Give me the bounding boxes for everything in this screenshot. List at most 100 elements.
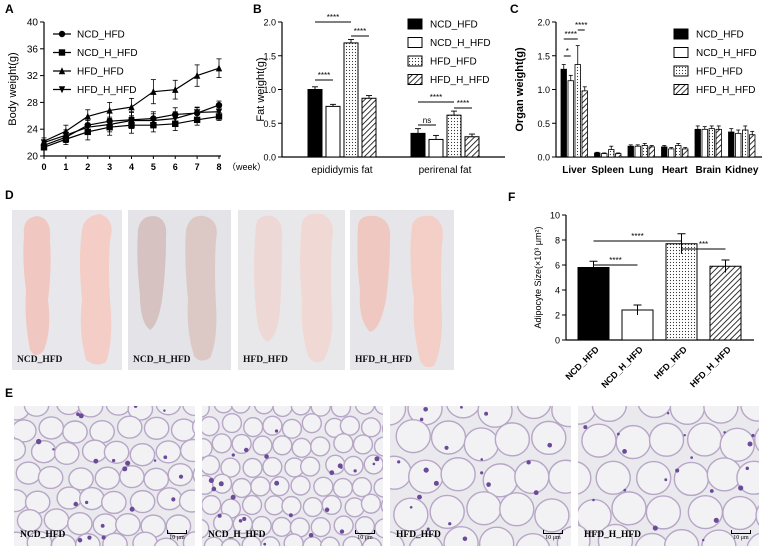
legend-marker xyxy=(58,86,66,94)
nucleus-dot xyxy=(85,500,89,505)
x-tick-label: Liver xyxy=(562,165,586,176)
y-axis-label: Adipocyte Size(×10³ μm²) xyxy=(533,227,543,329)
adipocyte-cell xyxy=(269,476,290,497)
fat-tissue-image xyxy=(12,210,122,370)
nucleus-dot xyxy=(339,529,345,534)
x-tick-label: HFD_HFD xyxy=(652,344,689,381)
y-tick-label: 24 xyxy=(27,125,39,136)
nucleus-dot xyxy=(460,406,463,409)
scale-bar-label: 10 μm xyxy=(545,535,561,541)
adipocyte-cell xyxy=(477,406,513,428)
adipocyte-cell xyxy=(360,417,382,438)
fat-tissue-image xyxy=(238,210,345,370)
adipocyte-cell xyxy=(179,438,195,463)
nucleus-dot xyxy=(93,458,99,464)
adipocyte-cell xyxy=(408,533,444,546)
adipocyte-cell xyxy=(578,461,592,495)
y-tick-label: 1.5 xyxy=(537,51,550,61)
nucleus-dot xyxy=(444,445,449,450)
x-tick-label: Spleen xyxy=(591,165,624,176)
nucleus-dot xyxy=(324,507,330,513)
nucleus-dot xyxy=(423,406,428,412)
data-point xyxy=(106,121,113,129)
adipocyte-cell xyxy=(242,457,263,479)
adipocyte-cell xyxy=(16,509,43,533)
x-tick-label: HFD_H_HFD xyxy=(688,344,733,389)
photo-hfd-hfd: HFD_HFD xyxy=(238,210,345,370)
bar xyxy=(634,145,641,158)
panel-letter-d: D xyxy=(5,188,14,202)
nucleus-dot xyxy=(745,466,749,471)
bar xyxy=(446,114,462,158)
data-point xyxy=(128,117,135,125)
adipocyte-cell xyxy=(290,406,311,416)
bar xyxy=(694,128,701,158)
x-tick-label: 0 xyxy=(41,162,46,172)
adipocyte-cell xyxy=(595,460,631,495)
adipocyte-cell xyxy=(663,528,700,546)
adipocyte-cell xyxy=(319,536,341,546)
x-tick-label: perirenal fat xyxy=(419,165,472,176)
adipocyte-cell xyxy=(155,440,182,464)
adipocyte-cell xyxy=(719,427,755,462)
nucleus-dot xyxy=(533,490,539,496)
adipocyte-cell xyxy=(440,457,476,492)
nucleus-dot xyxy=(288,513,293,518)
fat-tissue-image xyxy=(128,210,231,370)
nucleus-dot xyxy=(480,471,484,475)
legend-label: HFD_H_HFD xyxy=(430,75,489,86)
bar xyxy=(709,265,742,341)
adipocyte-cell xyxy=(597,523,634,546)
adipocyte-cell xyxy=(165,514,192,538)
x-tick-label: 5 xyxy=(151,162,156,172)
significance-label: ns xyxy=(423,116,431,125)
x-tick-label: NCD_HFD xyxy=(563,344,601,382)
scale-bar-label: 10 μm xyxy=(169,535,185,541)
adipocyte-cell xyxy=(170,418,195,442)
y-axis-label: Body weight(g) xyxy=(7,52,19,125)
adipocyte-cell xyxy=(686,422,723,457)
nucleus-dot xyxy=(73,501,79,507)
adipocyte-cell xyxy=(578,524,591,546)
histo-ncd-h-hfd: NCD_H_HFD 10 μm xyxy=(202,406,383,546)
adipocyte-cell xyxy=(153,537,179,546)
nucleus-dot xyxy=(666,412,670,415)
nucleus-dot xyxy=(129,506,135,512)
photo-caption: HFD_H_HFD xyxy=(355,355,412,365)
adipocyte-cell xyxy=(281,418,303,439)
adipocyte-cell xyxy=(191,419,195,435)
y-tick-label: 1.0 xyxy=(263,85,276,95)
nucleus-dot xyxy=(738,485,744,491)
nucleus-dot xyxy=(683,433,686,437)
adipocyte-cell xyxy=(202,518,210,539)
data-point xyxy=(193,109,201,117)
adipocyte-cell xyxy=(81,439,108,463)
legend-label: NCD_H_HFD xyxy=(430,38,491,49)
adipocyte-cell xyxy=(262,456,283,478)
adipocyte-cell xyxy=(637,406,672,419)
nucleus-dot xyxy=(723,431,726,434)
adipocyte-cell xyxy=(202,416,220,437)
y-tick-label: 1.5 xyxy=(263,51,276,61)
legend-label: HFD_H_HFD xyxy=(696,85,755,96)
adipocyte-cell xyxy=(155,406,181,416)
bar xyxy=(627,145,634,158)
nucleus-dot xyxy=(419,417,424,422)
nucleus-dot xyxy=(702,538,705,542)
nucleus-dot xyxy=(163,455,168,460)
adipocyte-cell xyxy=(78,486,105,511)
bar xyxy=(428,138,444,158)
adipocyte-cell xyxy=(736,460,759,495)
nucleus-dot xyxy=(426,527,430,531)
x-tick-label: 7 xyxy=(195,162,200,172)
adipocyte-cell xyxy=(339,415,361,436)
adipocyte-cell xyxy=(211,433,232,454)
nucleus-dot xyxy=(243,447,249,453)
adipocyte-cell xyxy=(390,406,407,426)
bar xyxy=(594,152,601,158)
legend-swatch xyxy=(407,74,423,85)
adipocyte-cell xyxy=(463,427,500,462)
nucleus-dot xyxy=(675,468,680,473)
bar xyxy=(361,97,377,158)
y-tick-label: 0.0 xyxy=(263,153,276,163)
